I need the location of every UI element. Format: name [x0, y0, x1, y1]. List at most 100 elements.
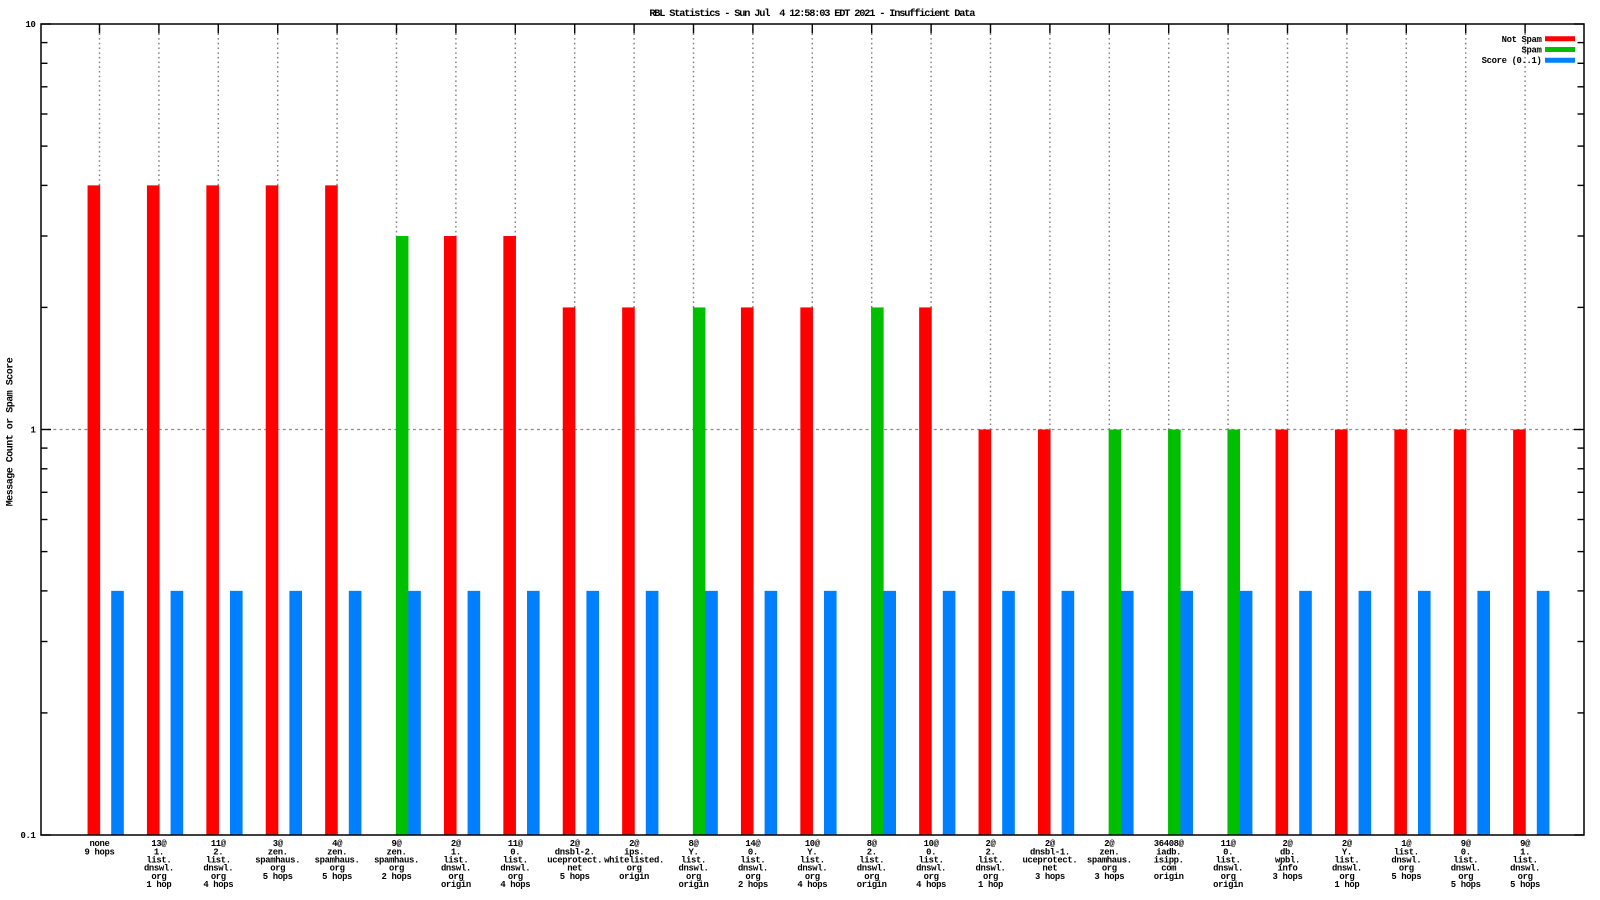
svg-text:dnswl.: dnswl. — [1451, 864, 1481, 874]
svg-text:org: org — [448, 872, 463, 882]
svg-text:5 hops: 5 hops — [1451, 880, 1481, 890]
svg-text:Y.: Y. — [807, 847, 817, 857]
svg-text:dnswl.: dnswl. — [916, 864, 946, 874]
svg-text:isipp.: isipp. — [1154, 856, 1184, 866]
svg-text:2@: 2@ — [451, 839, 462, 849]
svg-text:dnswl.: dnswl. — [441, 864, 471, 874]
svg-text:1 hop: 1 hop — [978, 880, 1003, 890]
svg-text:1.: 1. — [451, 847, 461, 857]
svg-text:1.: 1. — [154, 847, 164, 857]
svg-text:list.: list. — [1513, 856, 1538, 866]
svg-text:ips.: ips. — [624, 847, 644, 857]
svg-text:db.: db. — [1280, 847, 1295, 857]
svg-text:11@: 11@ — [211, 839, 227, 849]
svg-text:org: org — [389, 864, 404, 874]
svg-text:3 hops: 3 hops — [1094, 872, 1124, 882]
svg-text:1@: 1@ — [1401, 839, 1412, 849]
svg-text:8@: 8@ — [689, 839, 700, 849]
svg-text:spamhaus.: spamhaus. — [1087, 856, 1132, 866]
svg-text:dnswl.: dnswl. — [857, 864, 887, 874]
svg-text:org: org — [627, 864, 642, 874]
svg-text:4 hops: 4 hops — [797, 880, 827, 890]
svg-text:Spam: Spam — [1522, 46, 1542, 56]
svg-text:zen.: zen. — [327, 847, 347, 857]
svg-text:2@: 2@ — [629, 839, 640, 849]
svg-text:org: org — [151, 872, 166, 882]
svg-text:dnswl.: dnswl. — [976, 864, 1006, 874]
svg-text:Not Spam: Not Spam — [1502, 35, 1542, 45]
svg-text:dnswl.: dnswl. — [738, 864, 768, 874]
svg-text:0.: 0. — [1461, 847, 1471, 857]
svg-text:10@: 10@ — [805, 839, 821, 849]
svg-text:com: com — [1161, 864, 1176, 874]
svg-text:org: org — [1399, 864, 1414, 874]
svg-text:org: org — [211, 872, 226, 882]
svg-text:list.: list. — [503, 856, 528, 866]
svg-text:list.: list. — [146, 856, 171, 866]
svg-text:2@: 2@ — [1283, 839, 1294, 849]
svg-text:2@: 2@ — [1045, 839, 1056, 849]
svg-text:4 hops: 4 hops — [500, 880, 530, 890]
svg-text:net: net — [1042, 864, 1057, 874]
svg-text:5 hops: 5 hops — [322, 872, 352, 882]
svg-text:2 hops: 2 hops — [738, 880, 768, 890]
svg-text:Score (0..1): Score (0..1) — [1482, 56, 1542, 66]
svg-text:org: org — [1221, 872, 1236, 882]
svg-text:list.: list. — [1334, 856, 1359, 866]
svg-text:origin: origin — [619, 872, 649, 882]
svg-text:none: none — [90, 839, 110, 849]
svg-text:dnswl.: dnswl. — [679, 864, 709, 874]
svg-text:uceprotect.: uceprotect. — [547, 856, 602, 866]
svg-text:org: org — [686, 872, 701, 882]
svg-text:org: org — [1102, 864, 1117, 874]
svg-text:org: org — [1458, 872, 1473, 882]
svg-text:2.: 2. — [213, 847, 223, 857]
svg-text:dnsbl-1.: dnsbl-1. — [1030, 847, 1070, 857]
svg-text:10@: 10@ — [924, 839, 940, 849]
svg-text:0.: 0. — [510, 847, 520, 857]
svg-text:Message Count or Spam Score: Message Count or Spam Score — [5, 357, 16, 506]
svg-text:origin: origin — [1213, 880, 1243, 890]
svg-text:uceprotect.: uceprotect. — [1022, 856, 1077, 866]
svg-text:wpbl.: wpbl. — [1275, 856, 1300, 866]
svg-text:origin: origin — [1154, 872, 1184, 882]
svg-text:3@: 3@ — [273, 839, 284, 849]
svg-text:0.1: 0.1 — [21, 831, 36, 841]
svg-text:list.: list. — [681, 856, 706, 866]
svg-text:dnsbl-2.: dnsbl-2. — [555, 847, 595, 857]
svg-text:org: org — [864, 872, 879, 882]
svg-text:36408@: 36408@ — [1154, 839, 1185, 849]
svg-text:org: org — [330, 864, 345, 874]
svg-text:5 hops: 5 hops — [560, 872, 590, 882]
svg-text:list.: list. — [1216, 856, 1241, 866]
svg-text:4 hops: 4 hops — [916, 880, 946, 890]
svg-text:spamhaus.: spamhaus. — [255, 856, 300, 866]
svg-text:iadb.: iadb. — [1156, 847, 1181, 857]
svg-text:11@: 11@ — [1221, 839, 1237, 849]
svg-text:dnswl.: dnswl. — [797, 864, 827, 874]
svg-text:info: info — [1278, 864, 1298, 874]
svg-text:14@: 14@ — [745, 839, 761, 849]
svg-text:2@: 2@ — [1342, 839, 1353, 849]
svg-text:4@: 4@ — [332, 839, 343, 849]
svg-text:zen.: zen. — [268, 847, 288, 857]
svg-text:5 hops: 5 hops — [1391, 872, 1421, 882]
svg-text:list.: list. — [1453, 856, 1478, 866]
svg-text:org: org — [508, 872, 523, 882]
svg-text:1 hop: 1 hop — [1334, 880, 1359, 890]
svg-text:net: net — [567, 864, 582, 874]
svg-text:spamhaus.: spamhaus. — [315, 856, 360, 866]
svg-text:origin: origin — [857, 880, 887, 890]
svg-text:list.: list. — [740, 856, 765, 866]
svg-text:4 hops: 4 hops — [203, 880, 233, 890]
svg-text:2@: 2@ — [986, 839, 997, 849]
svg-text:list.: list. — [443, 856, 468, 866]
svg-text:zen.: zen. — [1099, 847, 1119, 857]
svg-text:8@: 8@ — [867, 839, 878, 849]
svg-text:11@: 11@ — [508, 839, 524, 849]
svg-text:org: org — [270, 864, 285, 874]
svg-text:dnswl.: dnswl. — [1391, 856, 1421, 866]
svg-text:RBL Statistics - Sun Jul 4 12: RBL Statistics - Sun Jul 4 12:58:03 EDT … — [649, 8, 975, 20]
svg-text:3 hops: 3 hops — [1035, 872, 1065, 882]
svg-text:whitelisted.: whitelisted. — [604, 856, 664, 866]
